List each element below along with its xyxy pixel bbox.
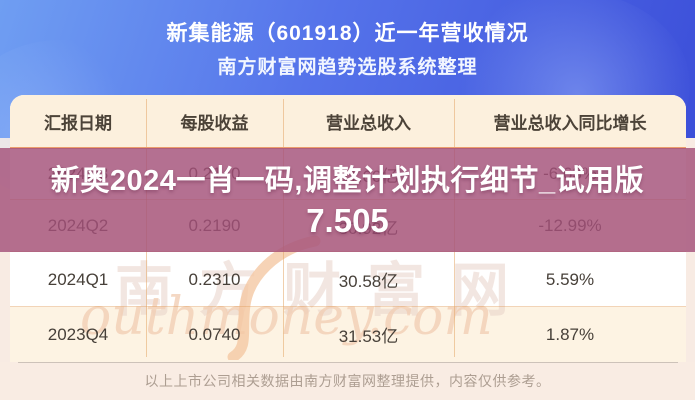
- cell-yoy: 1.87%: [545, 324, 595, 344]
- table-row: 2024Q1 0.2310 30.58亿 5.59%: [10, 252, 686, 307]
- cell-eps: 0.0740: [188, 324, 241, 344]
- column-header-report-date: 汇报日期: [44, 113, 112, 133]
- cell-revenue: 30.58亿: [338, 272, 399, 291]
- cell-report-date: 2024Q1: [47, 269, 109, 289]
- column-header-revenue: 营业总收入: [326, 113, 411, 133]
- column-header-yoy-growth: 营业总收入同比增长: [493, 113, 647, 133]
- footer-divider: [18, 362, 678, 363]
- page-subtitle: 南方财富网趋势选股系统整理: [217, 57, 478, 78]
- promo-overlay-text-line1: 新奥2024一肖一码,调整计划执行细节_试用版: [50, 165, 645, 197]
- cell-eps: 0.2310: [188, 269, 241, 289]
- column-header-eps: 每股收益: [180, 113, 249, 133]
- row-divider: [10, 306, 686, 307]
- promo-overlay-banner: 新奥2024一肖一码,调整计划执行细节_试用版 7.505: [0, 148, 695, 252]
- footer-disclaimer: 以上上市公司相关数据由南方财富网整理提供，内容仅供参考。: [144, 373, 551, 389]
- table-row: 2023Q4 0.0740 31.53亿 1.87%: [10, 307, 686, 362]
- cell-report-date: 2023Q4: [47, 324, 109, 344]
- cell-yoy: 5.59%: [545, 269, 595, 289]
- promo-overlay-text-line2: 7.505: [306, 202, 389, 239]
- footer: 以上上市公司相关数据由南方财富网整理提供，内容仅供参考。: [0, 362, 695, 400]
- cell-revenue: 31.53亿: [338, 327, 399, 346]
- table-header-row: 汇报日期 每股收益 营业总收入 营业总收入同比增长: [10, 95, 686, 147]
- page-title: 新集能源（601918）近一年营收情况: [166, 22, 529, 45]
